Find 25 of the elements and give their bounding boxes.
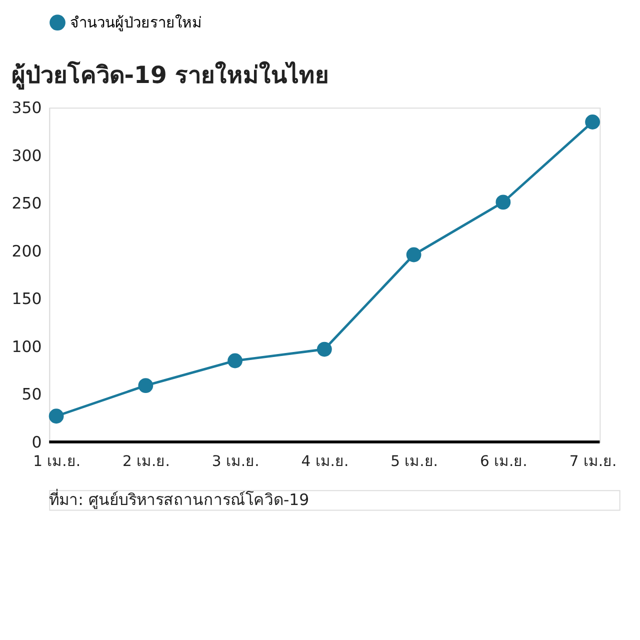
- legend-label: จำนวนผู้ป่วยรายใหม่: [70, 14, 202, 32]
- point: [48, 408, 64, 424]
- y-tick-label: 250: [12, 194, 42, 213]
- y-tick-label: 300: [12, 146, 42, 165]
- point: [496, 194, 511, 210]
- point: [406, 247, 422, 262]
- y-tick-label: 150: [12, 289, 42, 308]
- point: [316, 342, 332, 357]
- y-tick-label: 200: [12, 241, 42, 260]
- x-tick-label: 3 เม.ย.: [212, 453, 260, 470]
- y-tick-label: 100: [12, 336, 42, 356]
- x-tick-label: 1 เม.ย.: [33, 453, 81, 470]
- x-tick-label: 4 เม.ย.: [301, 453, 349, 470]
- text: ที่มา: ศูนย์บริหารสถานการณ์โควิด-19: [49, 488, 310, 510]
- x-tick-label: 7 เม.ย.: [569, 453, 617, 470]
- chart-title: ผู้ป่วยโควิด-19 รายใหม่ในไทย: [11, 60, 330, 90]
- x-tick-label: 2 เม.ย.: [122, 453, 170, 470]
- x-tick-label: 6 เม.ย.: [480, 453, 528, 470]
- y-tick-label: 50: [22, 384, 42, 404]
- point: [585, 114, 600, 130]
- point: [228, 353, 243, 368]
- y-tick-label: 350: [12, 98, 42, 118]
- y-tick-label: 0: [32, 432, 42, 452]
- point: [138, 378, 154, 394]
- x-tick-label: 5 เม.ย.: [390, 453, 438, 470]
